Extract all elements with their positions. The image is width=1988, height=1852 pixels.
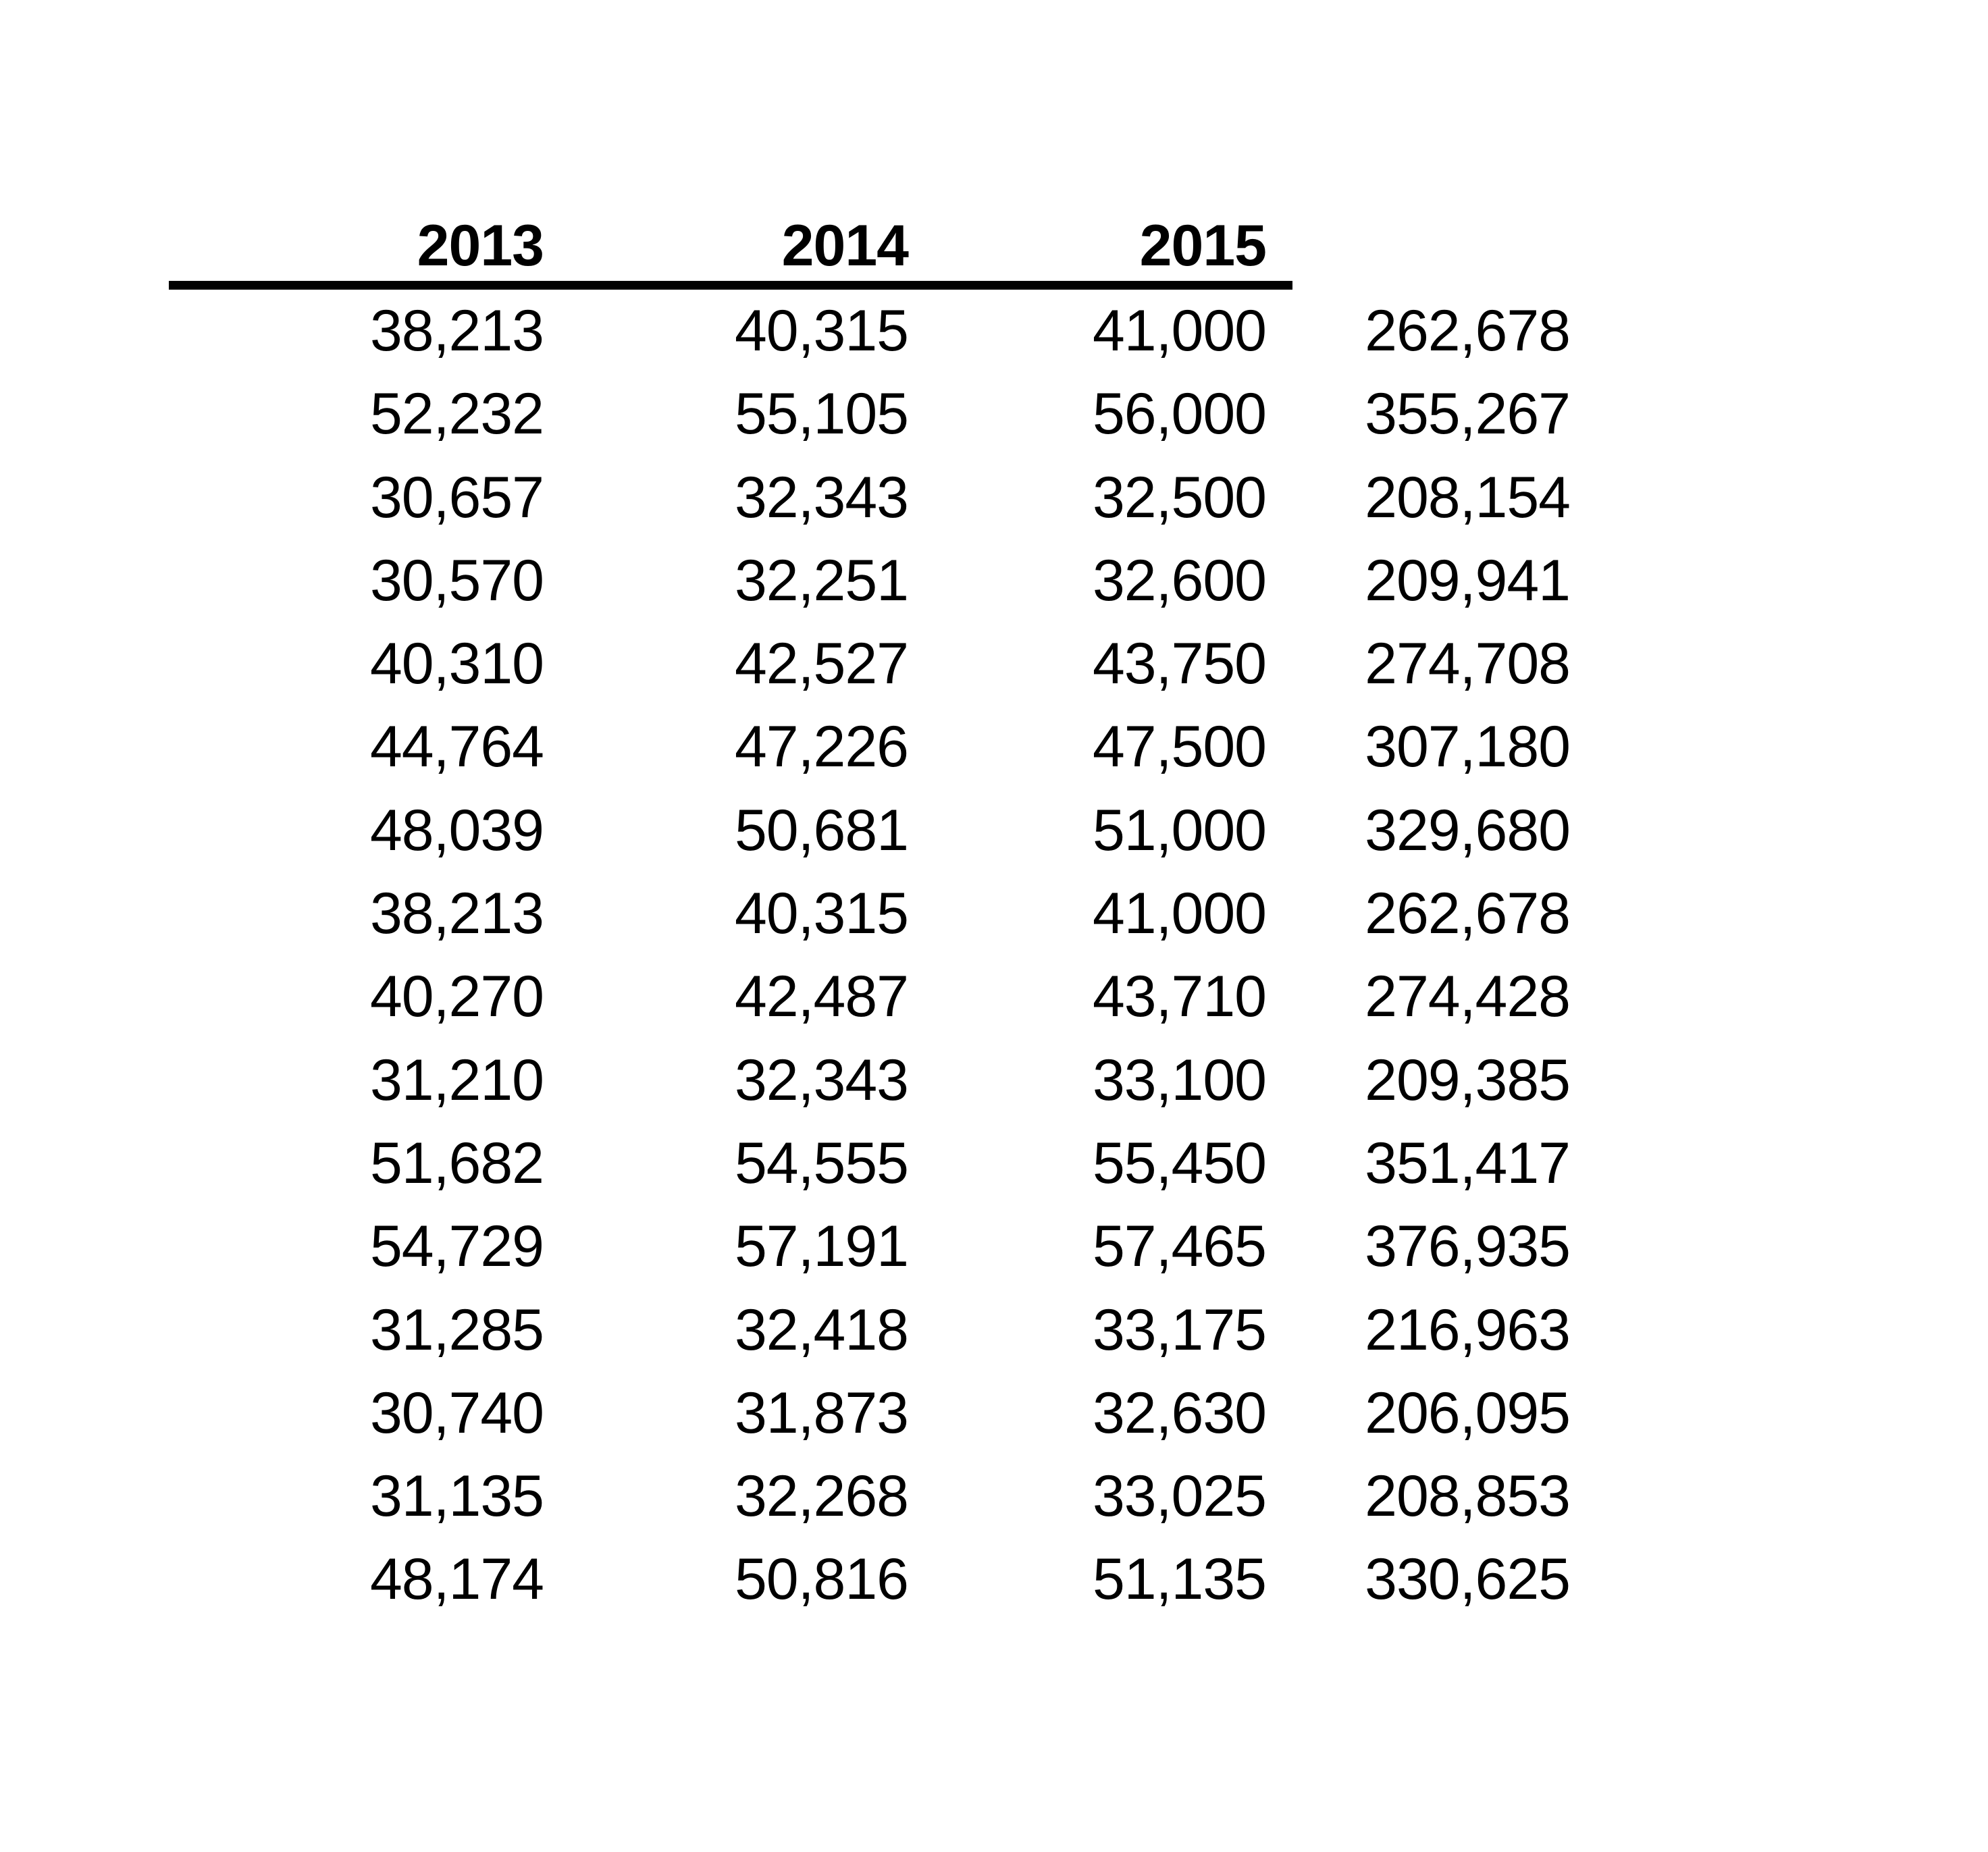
table-cell: 355,267 — [1365, 381, 1571, 447]
table-cell: 48,174 — [369, 1547, 544, 1612]
table-cell: 47,226 — [734, 714, 909, 780]
table-cell: 48,039 — [369, 797, 544, 863]
table-cell: 208,154 — [1365, 465, 1571, 530]
table-cell: 351,417 — [1365, 1130, 1571, 1196]
table-cell: 30,657 — [369, 465, 544, 530]
table-cell: 33,025 — [1092, 1464, 1267, 1529]
table-cell: 31,285 — [369, 1297, 544, 1362]
table-cell: 32,251 — [734, 548, 909, 613]
table-cell: 55,105 — [734, 381, 909, 447]
table-cell: 51,000 — [1092, 797, 1267, 863]
table-row: 48,039 50,681 51,000 329,680 — [169, 789, 1571, 872]
table-cell: 209,385 — [1365, 1047, 1571, 1113]
table-cell: 32,600 — [1092, 548, 1267, 613]
table-cell: 206,095 — [1365, 1380, 1571, 1446]
table-cell: 38,213 — [369, 298, 544, 363]
table-cell: 307,180 — [1365, 714, 1571, 780]
table-cell: 209,941 — [1365, 548, 1571, 613]
column-header-2014: 2014 — [781, 213, 909, 278]
table-cell: 54,729 — [369, 1214, 544, 1279]
column-header-2015: 2015 — [1139, 213, 1267, 278]
table-cell: 47,500 — [1092, 714, 1267, 780]
table-cell: 51,135 — [1092, 1547, 1267, 1612]
table-cell: 33,175 — [1092, 1297, 1267, 1362]
table-cell: 32,418 — [734, 1297, 909, 1362]
table-cell: 32,268 — [734, 1464, 909, 1529]
table-cell: 40,315 — [734, 881, 909, 947]
table-cell: 32,500 — [1092, 465, 1267, 530]
data-table: 2013 2014 2015 38,213 40,315 41,000 262,678… — [169, 205, 1571, 1622]
table-row: 30,570 32,251 32,600 209,941 — [169, 539, 1571, 623]
table-cell: 32,630 — [1092, 1380, 1267, 1446]
table-row: 44,764 47,226 47,500 307,180 — [169, 706, 1571, 789]
table-row: 38,213 40,315 41,000 262,678 — [169, 872, 1571, 955]
table-cell: 329,680 — [1365, 797, 1571, 863]
table-cell: 42,487 — [734, 964, 909, 1030]
table-cell: 33,100 — [1092, 1047, 1267, 1113]
table-row: 54,729 57,191 57,465 376,935 — [169, 1205, 1571, 1288]
table-row: 31,135 32,268 33,025 208,853 — [169, 1455, 1571, 1538]
table-cell: 40,270 — [369, 964, 544, 1030]
table-cell: 40,315 — [734, 298, 909, 363]
table-cell: 274,708 — [1365, 631, 1571, 697]
table-cell: 43,710 — [1092, 964, 1267, 1030]
table-cell: 41,000 — [1092, 881, 1267, 947]
table-cell: 50,816 — [734, 1547, 909, 1612]
table-cell: 42,527 — [734, 631, 909, 697]
table-cell: 31,873 — [734, 1380, 909, 1446]
table-row: 31,285 32,418 33,175 216,963 — [169, 1289, 1571, 1372]
table-row: 40,310 42,527 43,750 274,708 — [169, 623, 1571, 706]
table-cell: 330,625 — [1365, 1547, 1571, 1612]
table-cell: 216,963 — [1365, 1297, 1571, 1362]
table-cell: 52,232 — [369, 381, 544, 447]
table-row: 51,682 54,555 55,450 351,417 — [169, 1122, 1571, 1205]
table-row: 30,657 32,343 32,500 208,154 — [169, 456, 1571, 539]
table-cell: 31,135 — [369, 1464, 544, 1529]
table-cell: 31,210 — [369, 1047, 544, 1113]
column-header-2013: 2013 — [417, 213, 544, 278]
table-row: 38,213 40,315 41,000 262,678 — [169, 290, 1571, 373]
table-cell: 56,000 — [1092, 381, 1267, 447]
table-cell: 44,764 — [369, 714, 544, 780]
table-cell: 32,343 — [734, 1047, 909, 1113]
table-cell: 30,740 — [369, 1380, 544, 1446]
table-cell: 54,555 — [734, 1130, 909, 1196]
table-row: 31,210 32,343 33,100 209,385 — [169, 1039, 1571, 1122]
table-cell: 376,935 — [1365, 1214, 1571, 1279]
table-cell: 51,682 — [369, 1130, 544, 1196]
table-cell: 38,213 — [369, 881, 544, 947]
table-cell: 57,191 — [734, 1214, 909, 1279]
table-body: 38,213 40,315 41,000 262,678 52,232 55,105 56,… — [169, 290, 1571, 1622]
table-cell: 274,428 — [1365, 964, 1571, 1030]
column-header-empty — [1266, 205, 1570, 288]
table-cell: 40,310 — [369, 631, 544, 697]
table-cell: 262,678 — [1365, 881, 1571, 947]
table-cell: 50,681 — [734, 797, 909, 863]
table-cell: 208,853 — [1365, 1464, 1571, 1529]
table-cell: 57,465 — [1092, 1214, 1267, 1279]
table-cell: 41,000 — [1092, 298, 1267, 363]
table-row: 30,740 31,873 32,630 206,095 — [169, 1372, 1571, 1455]
header-rule — [169, 281, 1292, 290]
table-row: 52,232 55,105 56,000 355,267 — [169, 373, 1571, 456]
table-cell: 262,678 — [1365, 298, 1571, 363]
table-cell: 43,750 — [1092, 631, 1267, 697]
table-row: 40,270 42,487 43,710 274,428 — [169, 955, 1571, 1038]
table-row: 48,174 50,816 51,135 330,625 — [169, 1538, 1571, 1621]
table-cell: 55,450 — [1092, 1130, 1267, 1196]
table-cell: 32,343 — [734, 465, 909, 530]
table-header-row: 2013 2014 2015 — [169, 205, 1570, 281]
table-cell: 30,570 — [369, 548, 544, 613]
